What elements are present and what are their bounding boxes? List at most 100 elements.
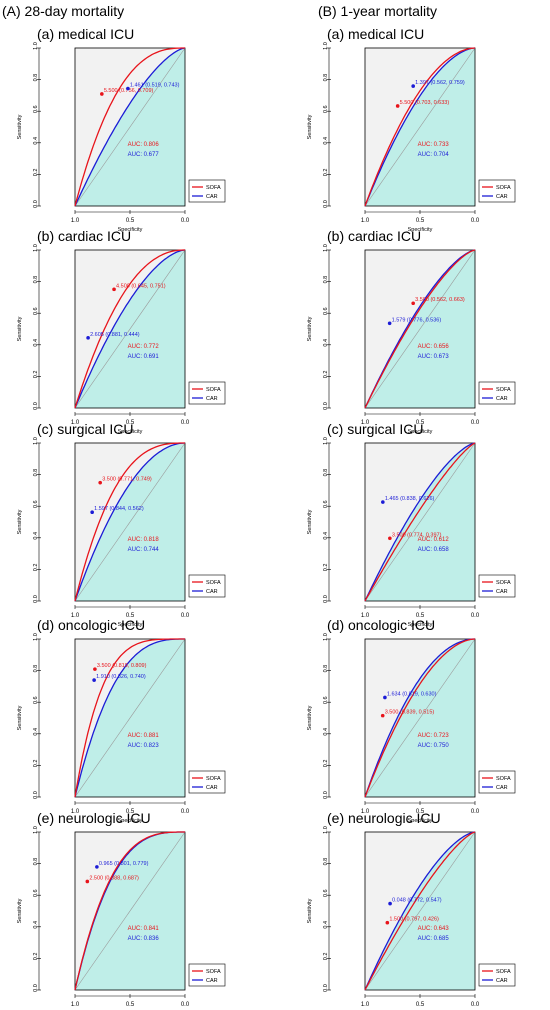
sofa-cutoff-point bbox=[395, 104, 400, 108]
y-tick-label: 0.2 bbox=[33, 953, 39, 961]
sofa-auc-label: AUC: 0.818 bbox=[128, 537, 160, 543]
y-tick-label: 0.4 bbox=[323, 921, 329, 929]
sofa-auc-label: AUC: 0.733 bbox=[418, 142, 450, 148]
panel-title: (a) medical ICU bbox=[327, 26, 425, 42]
plot-frame bbox=[364, 638, 476, 798]
y-tick-label: 0.6 bbox=[323, 696, 329, 704]
x-tick-label: 0.0 bbox=[471, 218, 480, 224]
x-tick-label: 0.0 bbox=[471, 420, 480, 426]
y-tick-label: 0.8 bbox=[33, 665, 39, 673]
car-cutoff-label: 1.597 (0.844, 0.562) bbox=[94, 506, 144, 512]
sofa-auc-label: AUC: 0.841 bbox=[128, 926, 160, 932]
legend-label-sofa: SOFA bbox=[496, 776, 511, 782]
x-tick-label: 0.0 bbox=[181, 1002, 190, 1008]
car-auc-label: AUC: 0.677 bbox=[128, 152, 160, 158]
y-tick-label: 1.0 bbox=[33, 826, 39, 834]
y-axis-label: Sensitivity bbox=[307, 114, 313, 139]
y-tick-label: 1.0 bbox=[33, 437, 39, 445]
y-tick-label: 0.2 bbox=[33, 169, 39, 177]
car-cutoff-point bbox=[388, 901, 392, 906]
x-tick-label: 0.0 bbox=[181, 613, 190, 619]
panel-title: (e) neurologic ICU bbox=[327, 810, 441, 826]
sofa-cutoff-label: 3.500 (0.819, 0.809) bbox=[97, 663, 147, 669]
chance-line bbox=[364, 249, 476, 409]
x-axis-label: Specificity bbox=[118, 818, 143, 824]
plot-frame bbox=[364, 249, 476, 409]
chance-line bbox=[364, 47, 476, 207]
car-cutoff-label: 0.965 (0.801, 0.779) bbox=[99, 861, 149, 867]
x-axis-label: Specificity bbox=[408, 429, 433, 435]
panel-title: (b) cardiac ICU bbox=[37, 228, 132, 244]
sofa-roc-curve bbox=[74, 831, 185, 991]
y-tick-label: 0.2 bbox=[33, 371, 39, 379]
x-tick-label: 0.5 bbox=[416, 809, 425, 815]
x-tick-label: 1.0 bbox=[71, 613, 80, 619]
roc-panel: (c) surgical ICU 0.0 0.2 0.4 0.6 0.8 1.0 Sensit… bbox=[0, 421, 260, 628]
y-tick-label: 0.4 bbox=[33, 137, 39, 145]
y-tick-label: 0.2 bbox=[33, 760, 39, 768]
sofa-cutoff-label: 2.500 (0.888, 0.687) bbox=[89, 875, 139, 881]
plot-frame bbox=[74, 442, 186, 602]
x-axis-label: Specificity bbox=[118, 227, 143, 233]
y-tick-label: 0.4 bbox=[33, 339, 39, 347]
x-tick-label: 1.0 bbox=[71, 1002, 80, 1008]
y-tick-label: 0.0 bbox=[323, 791, 329, 799]
sofa-roc-curve bbox=[74, 249, 185, 409]
y-tick-label: 0.6 bbox=[33, 889, 39, 897]
x-tick-label: 0.5 bbox=[416, 420, 425, 426]
sofa-auc-label: AUC: 0.612 bbox=[418, 537, 450, 543]
y-tick-label: 0.8 bbox=[33, 276, 39, 284]
chance-line bbox=[364, 442, 476, 602]
car-cutoff-point bbox=[95, 865, 99, 869]
y-tick-label: 0.0 bbox=[323, 984, 329, 992]
x-axis-label: Specificity bbox=[408, 622, 433, 628]
car-roc-curve bbox=[364, 638, 475, 798]
legend-label-sofa: SOFA bbox=[496, 969, 511, 975]
y-tick-label: 0.4 bbox=[323, 728, 329, 736]
car-cutoff-point bbox=[411, 84, 415, 88]
panel-title: (a) medical ICU bbox=[37, 26, 135, 42]
y-tick-label: 0.2 bbox=[323, 953, 329, 961]
plot-frame bbox=[364, 442, 476, 602]
x-tick-label: 0.0 bbox=[181, 218, 190, 224]
x-axis-label: Specificity bbox=[408, 227, 433, 233]
y-axis-label: Sensitivity bbox=[17, 705, 23, 730]
legend-label-car: CAR bbox=[206, 194, 218, 200]
legend-label-sofa: SOFA bbox=[206, 969, 221, 975]
sofa-auc-label: AUC: 0.772 bbox=[128, 344, 160, 350]
car-cutoff-point bbox=[90, 510, 94, 515]
car-cutoff-label: 2.605 (0.881, 0.444) bbox=[90, 332, 140, 338]
y-tick-label: 0.6 bbox=[33, 307, 39, 315]
x-tick-label: 0.5 bbox=[416, 1002, 425, 1008]
x-tick-label: 0.5 bbox=[416, 613, 425, 619]
y-axis-label: Sensitivity bbox=[307, 316, 313, 341]
y-tick-label: 0.4 bbox=[33, 728, 39, 736]
y-axis-label: Sensitivity bbox=[17, 316, 23, 341]
sofa-cutoff-point bbox=[388, 536, 392, 541]
y-tick-label: 0.4 bbox=[323, 532, 329, 540]
car-cutoff-label: 1.397 (0.562, 0.759) bbox=[415, 80, 465, 86]
sofa-auc-label: AUC: 0.643 bbox=[418, 926, 450, 932]
sofa-auc-label: AUC: 0.881 bbox=[128, 733, 160, 739]
car-roc-curve bbox=[364, 47, 476, 207]
y-tick-label: 0.0 bbox=[33, 791, 39, 799]
y-tick-label: 0.0 bbox=[323, 200, 329, 208]
x-tick-label: 0.0 bbox=[471, 809, 480, 815]
x-axis-label: Specificity bbox=[408, 818, 433, 824]
plot-frame bbox=[364, 831, 476, 991]
sofa-roc-curve bbox=[364, 831, 476, 991]
x-tick-label: 1.0 bbox=[71, 420, 80, 426]
y-tick-label: 0.8 bbox=[323, 665, 329, 673]
legend-label-sofa: SOFA bbox=[206, 387, 221, 393]
roc-chart: 0.00.20.40.60.81.0Sensitivity1.00.50.0Sp… bbox=[17, 826, 226, 1008]
y-tick-label: 0.4 bbox=[323, 137, 329, 145]
x-tick-label: 0.0 bbox=[471, 1002, 480, 1008]
x-tick-label: 0.5 bbox=[126, 420, 135, 426]
y-tick-label: 0.4 bbox=[323, 339, 329, 347]
chance-line bbox=[74, 831, 186, 991]
car-auc-label: AUC: 0.704 bbox=[418, 152, 450, 158]
